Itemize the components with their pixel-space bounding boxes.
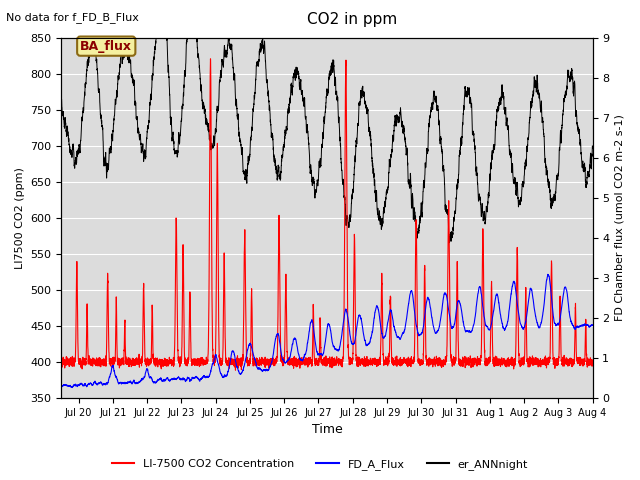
- Y-axis label: LI7500 CO2 (ppm): LI7500 CO2 (ppm): [15, 167, 25, 269]
- Text: BA_flux: BA_flux: [80, 40, 132, 53]
- X-axis label: Time: Time: [312, 423, 342, 436]
- Text: CO2 in ppm: CO2 in ppm: [307, 12, 397, 27]
- Text: No data for f_FD_B_Flux: No data for f_FD_B_Flux: [6, 12, 140, 23]
- Y-axis label: FD Chamber flux (umol CO2 m-2 s-1): FD Chamber flux (umol CO2 m-2 s-1): [615, 115, 625, 322]
- Legend: LI-7500 CO2 Concentration, FD_A_Flux, er_ANNnight: LI-7500 CO2 Concentration, FD_A_Flux, er…: [108, 455, 532, 474]
